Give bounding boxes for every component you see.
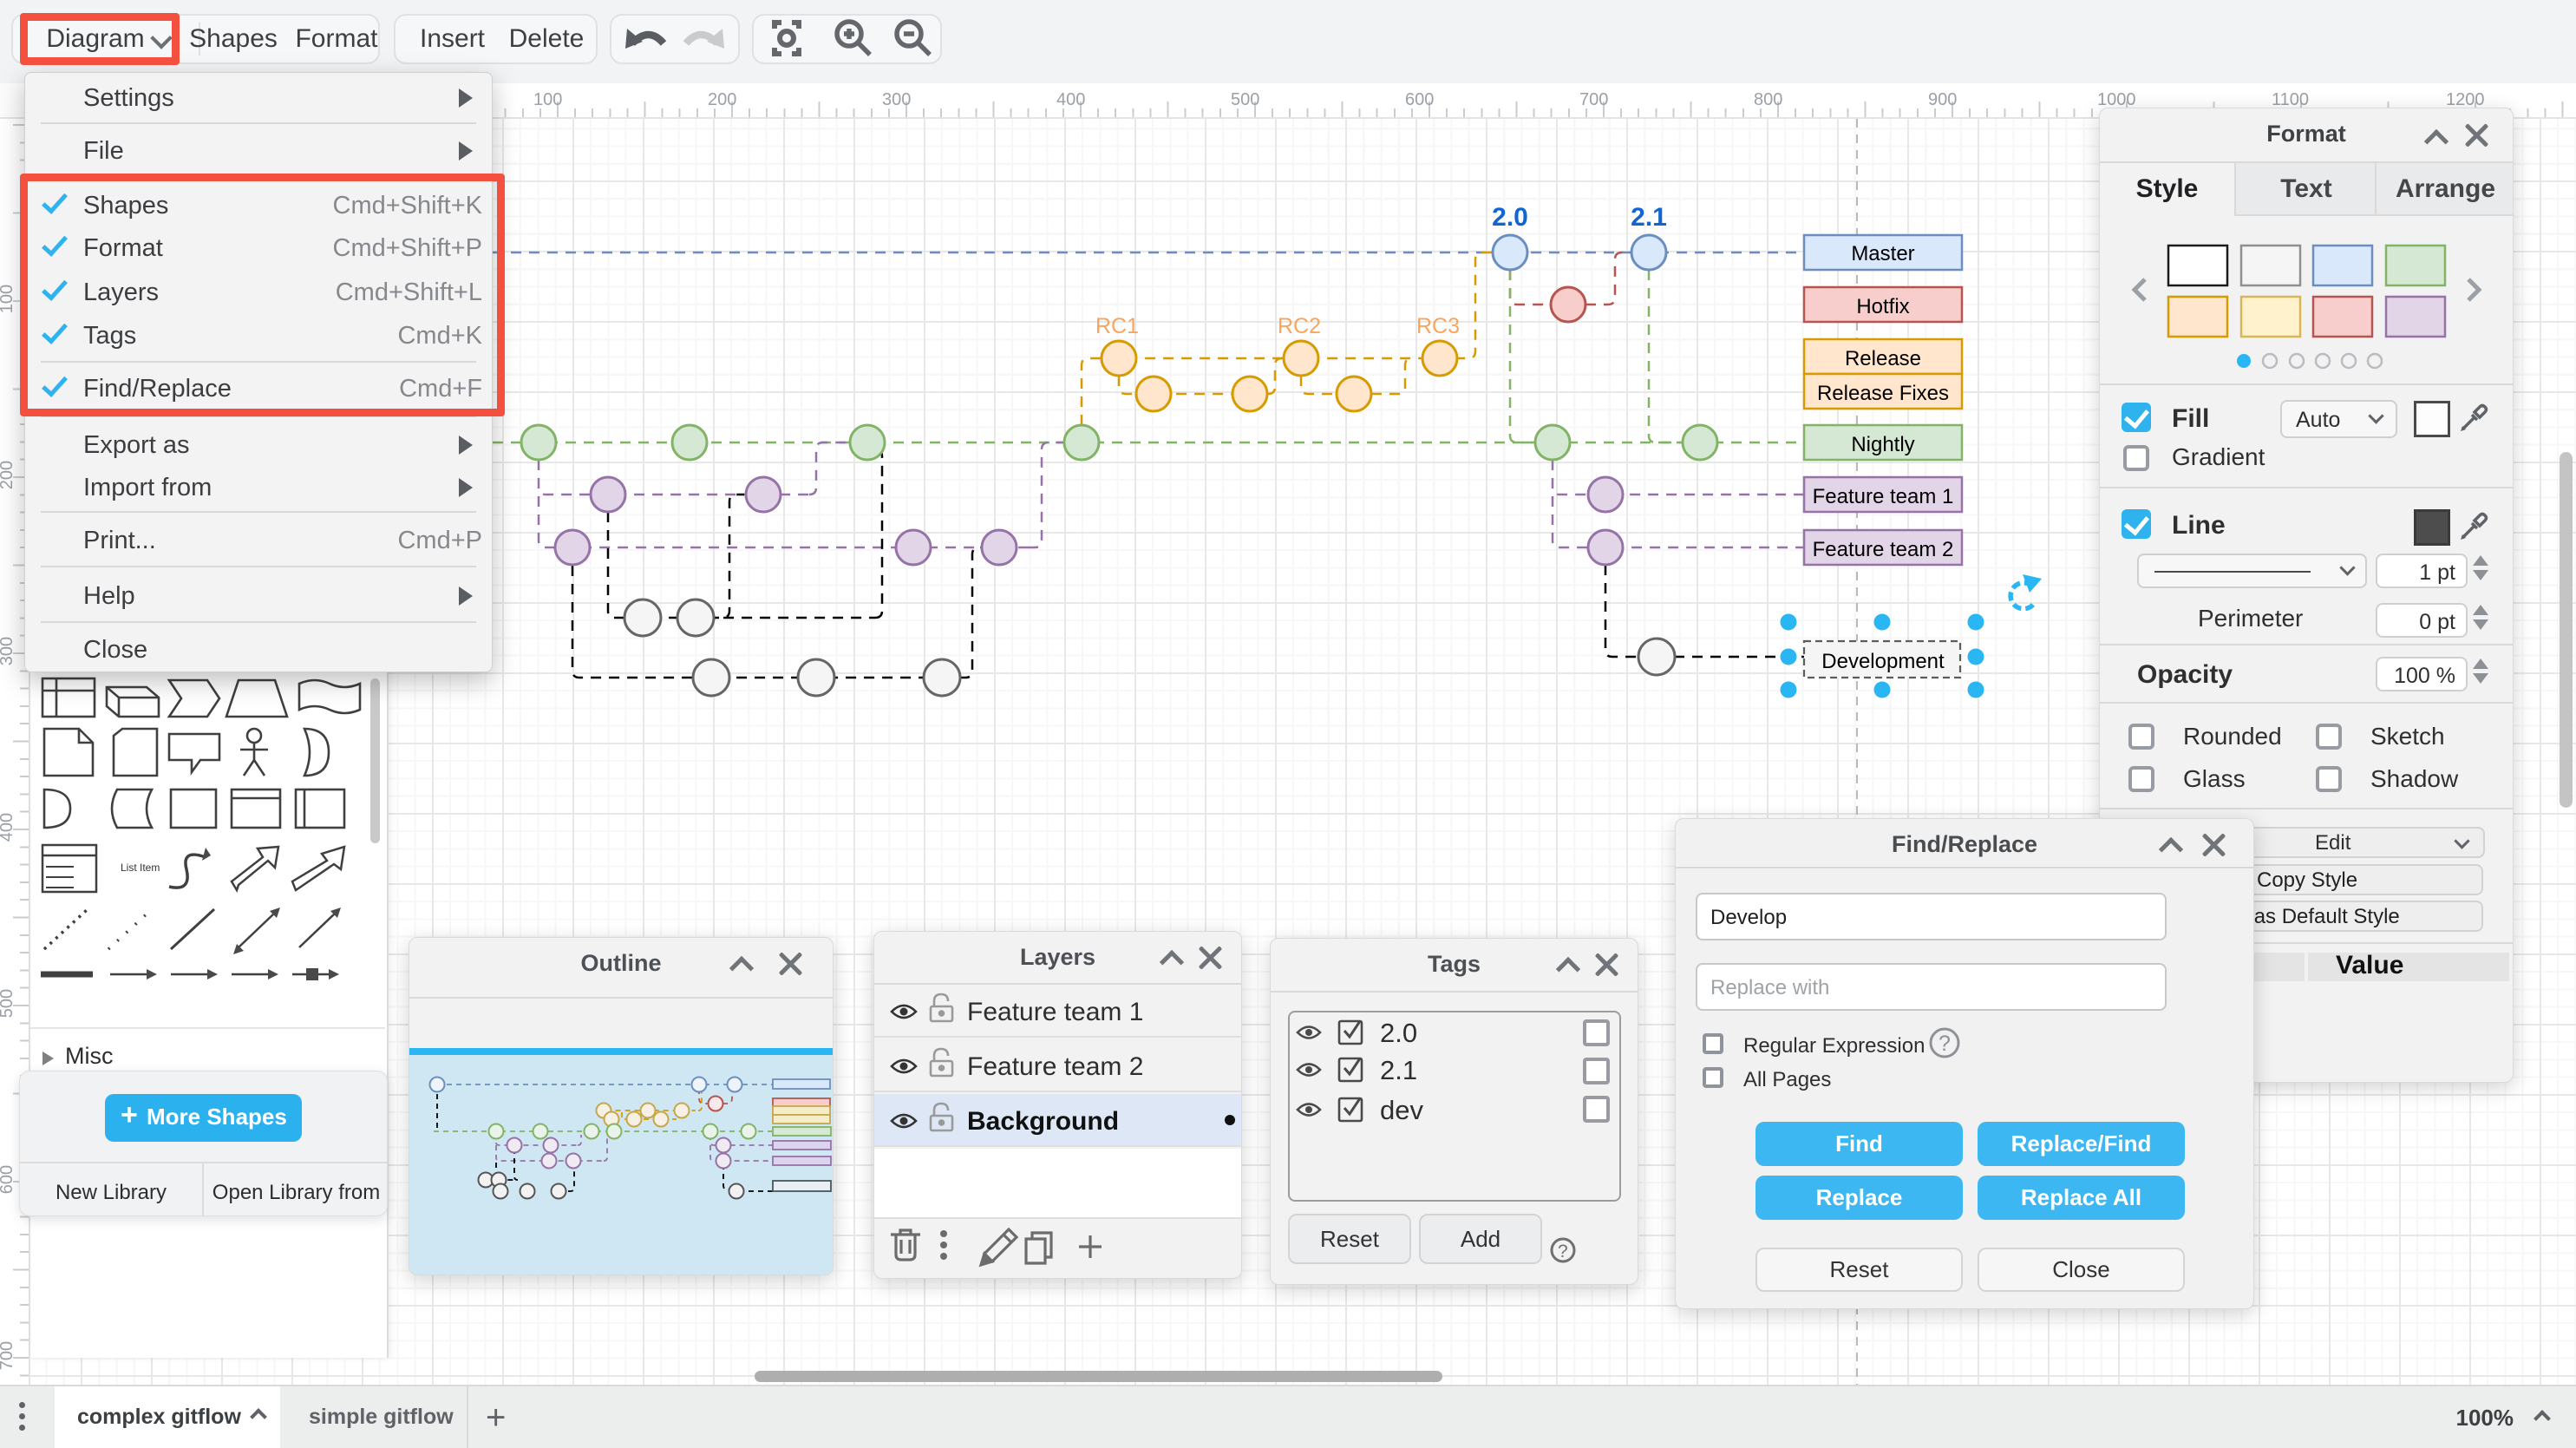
svg-text:2.1: 2.1 <box>1380 1055 1417 1085</box>
svg-text:2.0: 2.0 <box>1492 203 1528 232</box>
svg-text:2.0: 2.0 <box>1380 1018 1417 1048</box>
svg-text:?: ? <box>1558 1242 1568 1261</box>
svg-text:Feature team 1: Feature team 1 <box>967 998 1143 1026</box>
svg-text:List Item: List Item <box>121 862 160 874</box>
svg-text:Background: Background <box>967 1107 1119 1136</box>
svg-text:Release Fixes: Release Fixes <box>1817 382 1949 405</box>
svg-text:RC1: RC1 <box>1095 314 1139 338</box>
svg-text:Release: Release <box>1845 347 1921 370</box>
svg-text:2.1: 2.1 <box>1631 203 1667 232</box>
svg-text:Development: Development <box>1821 650 1945 673</box>
svg-text:Feature team 2: Feature team 2 <box>967 1052 1143 1081</box>
svg-text:RC2: RC2 <box>1278 314 1321 338</box>
svg-text:Nightly: Nightly <box>1851 433 1914 456</box>
svg-text:?: ? <box>1939 1032 1951 1056</box>
svg-text:Master: Master <box>1851 242 1914 265</box>
svg-text:Hotfix: Hotfix <box>1856 295 1909 318</box>
svg-text:Feature team 1: Feature team 1 <box>1813 485 1954 508</box>
svg-text:Feature team 2: Feature team 2 <box>1813 538 1954 561</box>
svg-text:RC3: RC3 <box>1416 314 1460 338</box>
svg-text:dev: dev <box>1380 1095 1423 1125</box>
